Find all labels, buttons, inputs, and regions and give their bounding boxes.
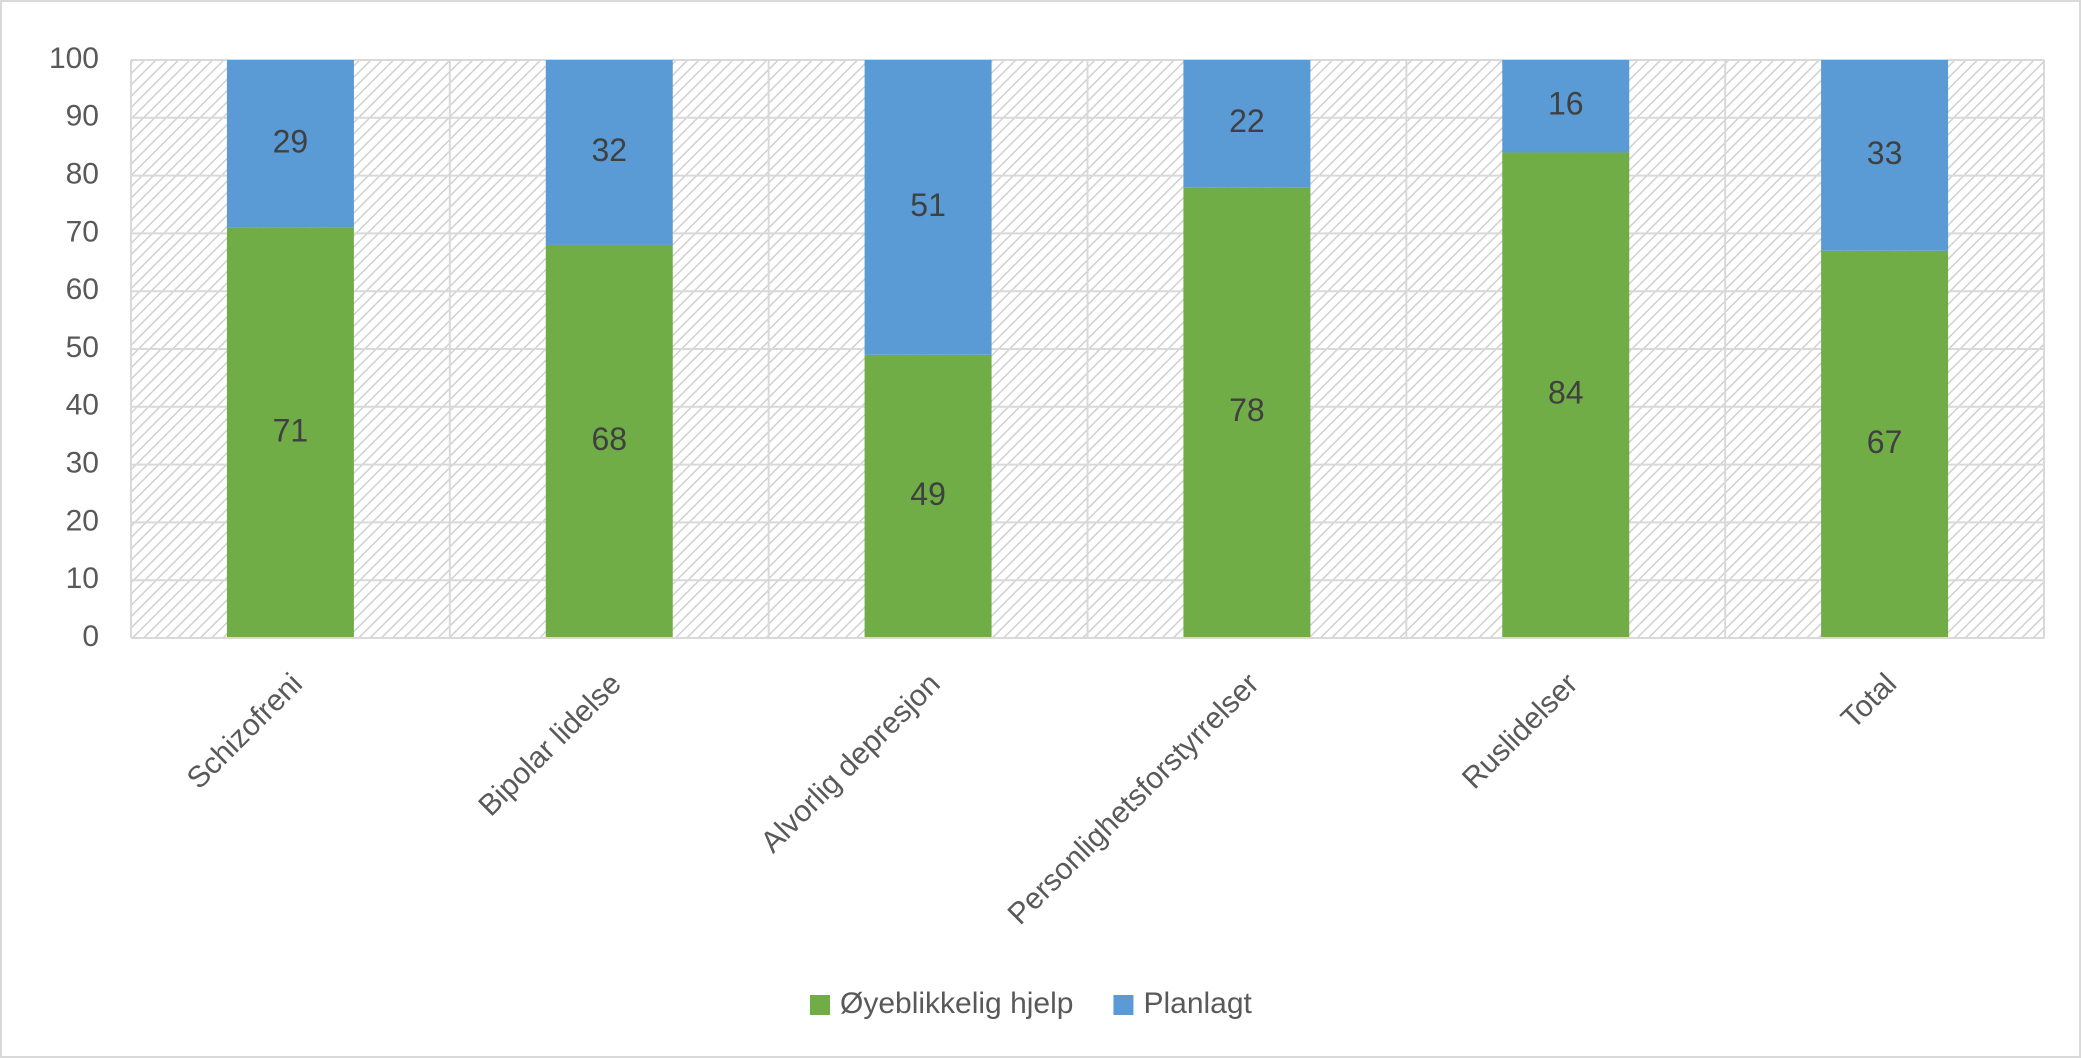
bar (226, 227, 354, 638)
legend-swatch (1113, 995, 1134, 1015)
y-tick-label: 70 (66, 215, 99, 248)
value-label: 29 (273, 123, 309, 159)
value-label: 71 (273, 412, 309, 448)
bar (545, 244, 673, 638)
legend-swatch (810, 995, 830, 1015)
y-tick-label: 100 (49, 42, 99, 75)
y-tick-label: 60 (66, 273, 99, 306)
y-tick-label: 10 (66, 562, 99, 595)
bar (1502, 152, 1630, 639)
bar (1183, 187, 1311, 638)
bar (1183, 60, 1311, 188)
y-tick-label: 40 (66, 389, 99, 422)
value-label: 51 (910, 187, 946, 223)
value-label: 22 (1229, 103, 1265, 139)
value-label: 49 (910, 476, 946, 512)
bar (1502, 60, 1630, 153)
bar (545, 60, 673, 245)
value-label: 32 (591, 132, 627, 168)
value-label: 16 (1548, 86, 1584, 122)
value-label: 78 (1229, 392, 1265, 428)
value-label: 33 (1867, 135, 1903, 171)
y-tick-label: 30 (66, 447, 99, 480)
bar (1821, 250, 1949, 639)
legend-label: Planlagt (1143, 987, 1252, 1020)
bar (864, 354, 992, 638)
value-label: 68 (591, 421, 627, 457)
legend-label: Øyeblikkelig hjelp (840, 987, 1073, 1020)
y-tick-label: 50 (66, 331, 99, 364)
y-tick-label: 20 (66, 504, 99, 537)
y-tick-label: 0 (82, 620, 99, 653)
bar (864, 60, 992, 355)
y-tick-label: 90 (66, 100, 99, 133)
value-label: 67 (1867, 424, 1903, 460)
bar (1821, 60, 1949, 251)
value-label: 84 (1548, 375, 1584, 411)
bar (226, 60, 354, 228)
y-tick-label: 80 (66, 158, 99, 191)
